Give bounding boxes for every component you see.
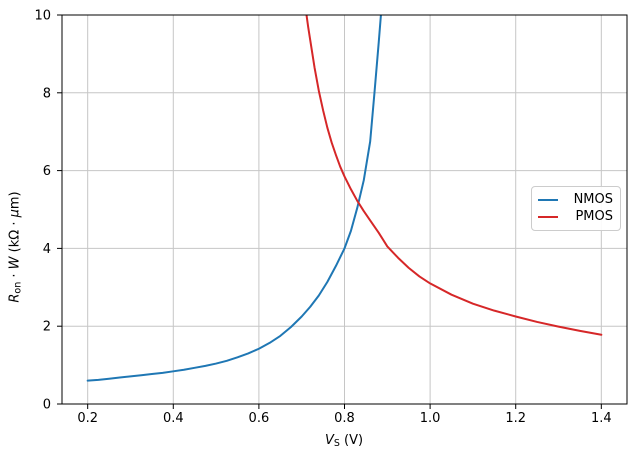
y-axis-units-close: m)	[7, 191, 23, 210]
y-axis-subscript-1: on	[12, 281, 24, 294]
legend-item-pmos: PMOS	[538, 209, 613, 225]
y-tick-label: 8	[43, 86, 51, 101]
pmos-line-swatch	[538, 216, 558, 218]
y-tick-label: 6	[43, 164, 51, 179]
x-tick-label: 1.4	[591, 411, 612, 426]
pmos-curve	[305, 15, 603, 336]
y-tick-label: 0	[43, 398, 51, 413]
nmos-line-swatch	[538, 199, 558, 201]
x-tick-label: 1.0	[420, 411, 441, 426]
x-axis-variable: V	[324, 433, 334, 448]
y-axis-variable-1: R	[7, 293, 23, 303]
y-tick-label: 10	[34, 9, 51, 24]
y-axis-operator: ·	[7, 269, 23, 282]
y-axis-variable-2: W	[7, 256, 23, 270]
y-axis-label: Ron · W (kΩ · μm)	[7, 191, 24, 303]
y-tick-label: 2	[43, 320, 51, 335]
x-tick-label: 0.4	[163, 411, 184, 426]
nmos-curve	[86, 15, 382, 382]
x-tick-label: 0.2	[77, 411, 98, 426]
x-axis-label: VS (V)	[325, 433, 363, 448]
x-tick-label: 0.8	[334, 411, 355, 426]
y-tick-label: 4	[43, 242, 51, 257]
legend-label-pmos: PMOS	[575, 209, 613, 224]
y-axis-units-open: (kΩ ·	[7, 217, 23, 257]
legend-item-nmos: NMOS	[538, 192, 613, 208]
x-axis-units: (V)	[339, 433, 364, 448]
x-axis-subscript: S	[333, 438, 340, 449]
x-tick-label: 0.6	[249, 411, 270, 426]
legend-label-nmos: NMOS	[573, 192, 613, 207]
legend: NMOS PMOS	[531, 186, 621, 231]
y-axis-mu: μ	[7, 209, 23, 218]
x-tick-label: 1.2	[505, 411, 526, 426]
